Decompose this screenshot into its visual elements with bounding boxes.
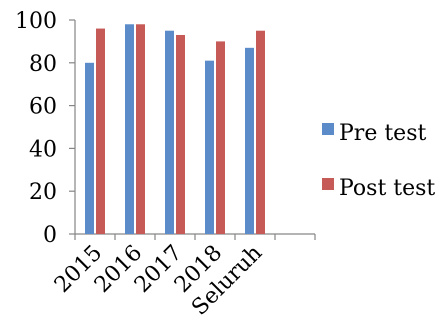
y-tick-label: 0 (43, 223, 57, 248)
y-tick-label: 80 (29, 52, 57, 77)
y-tick-label: 60 (29, 95, 57, 120)
legend-swatch-pre-test (322, 123, 334, 135)
legend-swatch-post-test (322, 178, 334, 190)
y-tick-label: 40 (29, 137, 57, 162)
bar-pre-test-2018 (205, 60, 214, 234)
bar-pre-test-2015 (85, 62, 94, 234)
bar-post-test-2016 (136, 24, 145, 235)
bar-pre-test-seluruh (245, 47, 254, 234)
bar-post-test-2015 (96, 28, 105, 235)
bar-pre-test-2017 (165, 30, 174, 235)
bar-post-test-seluruh (256, 30, 265, 235)
bar-pre-test-2016 (125, 24, 134, 235)
axes (74, 20, 315, 235)
bar-post-test-2017 (176, 34, 185, 235)
legend-label-post-test: Post test (339, 176, 435, 201)
legend-label-pre-test: Pre test (339, 121, 426, 146)
y-tick-label: 20 (29, 180, 57, 205)
bar-post-test-2018 (216, 41, 225, 235)
bars (85, 24, 265, 235)
y-axis-ticks: 0 20 40 60 80 100 (15, 9, 75, 248)
y-tick-label: 100 (15, 9, 57, 34)
legend: Pre test Post test (322, 121, 435, 201)
